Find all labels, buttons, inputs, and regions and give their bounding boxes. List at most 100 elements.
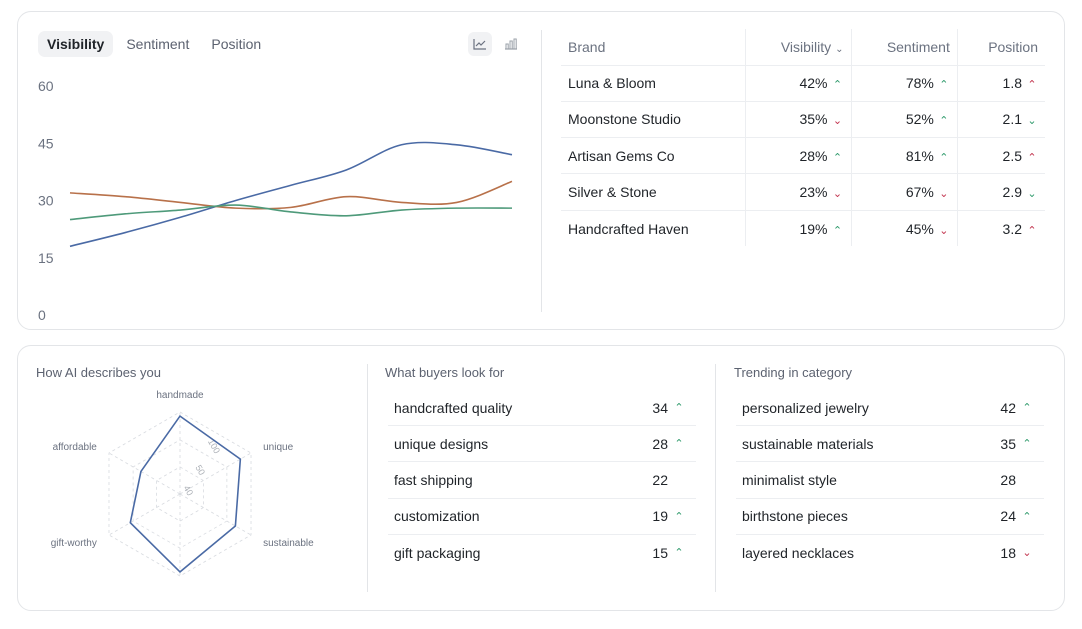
visibility-value: 28% ⌃: [744, 137, 852, 175]
trend-up-icon: ⌃: [1027, 224, 1037, 237]
series-line-2[interactable]: [69, 180, 513, 210]
table-row[interactable]: Handcrafted Haven 19% ⌃ 45% ⌄ 3.2 ⌃: [561, 210, 1045, 247]
table-row[interactable]: Silver & Stone 23% ⌄ 67% ⌄ 2.9 ⌄: [561, 173, 1045, 211]
brand-name: Artisan Gems Co: [561, 137, 746, 175]
sentiment-value-text: 45%: [905, 220, 934, 237]
list-item[interactable]: customization 19 ⌃: [388, 499, 696, 535]
brand-name: Handcrafted Haven: [561, 210, 745, 246]
list-item[interactable]: birthstone pieces 24 ⌃: [736, 499, 1044, 535]
sentiment-value-text: 78%: [905, 75, 934, 92]
line-chart-toggle[interactable]: [468, 32, 492, 56]
position-value: 2.5 ⌃: [956, 137, 1045, 175]
trend-up-icon: ⌃: [939, 151, 949, 164]
keyword-label: unique designs: [394, 435, 489, 452]
tab-visibility[interactable]: Visibility: [38, 31, 114, 57]
list-item[interactable]: layered necklaces 18 ⌄: [736, 535, 1044, 571]
brand-name-text: Artisan Gems Co: [568, 147, 675, 164]
brand-name-text: Luna & Bloom: [568, 75, 656, 92]
visibility-value: 23% ⌄: [744, 173, 852, 211]
y-tick-label: 45: [38, 135, 54, 151]
trend-up-icon: ⌃: [832, 79, 843, 92]
trending-title: Trending in category: [734, 365, 853, 380]
list-item[interactable]: unique designs 28 ⌃: [388, 426, 696, 463]
radar-axis-label: handmade: [156, 390, 204, 401]
radar-scale-label: 50: [193, 463, 207, 477]
line-chart-icon: [473, 39, 486, 50]
list-item[interactable]: gift packaging 15 ⌃: [388, 535, 696, 571]
insights-card: How AI describes you 100 50 40 handmade uniq…: [17, 345, 1065, 611]
brand-name-text: Moonstone Studio: [568, 111, 681, 128]
table-row[interactable]: Moonstone Studio 35% ⌄ 52% ⌃ 2.1 ⌄: [561, 101, 1045, 139]
visibility-value-text: 19%: [799, 220, 828, 237]
keyword-label: minimalist style: [742, 471, 837, 488]
visibility-value: 42% ⌃: [744, 65, 852, 102]
trend-down-icon: ⌄: [1022, 547, 1032, 560]
sentiment-value-text: 52%: [905, 111, 934, 128]
table-row[interactable]: Artisan Gems Co 28% ⌃ 81% ⌃ 2.5 ⌃: [561, 137, 1045, 175]
radar-spoke: [179, 493, 252, 536]
radar-spoke: [108, 452, 181, 495]
trend-up-icon: ⌃: [1027, 79, 1037, 92]
buyers-list: handcrafted quality 34 ⌃ unique designs 28 ⌃ f…: [388, 390, 696, 571]
col-brand[interactable]: Brand: [561, 29, 746, 66]
position-value-text: 2.9: [1002, 184, 1022, 201]
list-item[interactable]: sustainable materials 35 ⌃: [736, 426, 1044, 463]
position-value: 2.1 ⌄: [956, 101, 1045, 139]
tab-sentiment[interactable]: Sentiment: [126, 36, 190, 52]
trend-up-icon: ⌃: [832, 151, 843, 164]
table-row[interactable]: Luna & Bloom 42% ⌃ 78% ⌃ 1.8 ⌃: [561, 65, 1045, 102]
radar-spoke: [179, 452, 252, 495]
keyword-count: 35: [1000, 435, 1016, 452]
brand-name: Silver & Stone: [561, 173, 746, 211]
col-visibility[interactable]: Visibility ⌄: [744, 29, 852, 66]
brand-name: Moonstone Studio: [561, 101, 746, 139]
sentiment-value: 78% ⌃: [850, 65, 958, 102]
position-value-text: 2.5: [1002, 147, 1022, 164]
trend-up-icon: ⌃: [1022, 402, 1032, 415]
visibility-value-text: 28%: [799, 147, 828, 164]
chevron-down-icon: ⌄: [835, 43, 844, 55]
keyword-count: 15: [652, 544, 668, 561]
bar-chart-icon: [505, 38, 517, 50]
y-tick-label: 30: [38, 193, 54, 209]
keyword-label: handcrafted quality: [394, 399, 513, 416]
position-value-text: 2.1: [1002, 111, 1022, 128]
keyword-count: 42: [1000, 399, 1016, 416]
position-value: 1.8 ⌃: [956, 65, 1045, 102]
trend-up-icon: ⌃: [832, 224, 843, 237]
keyword-count: 34: [652, 399, 668, 416]
trend-up-icon: ⌃: [674, 402, 684, 415]
series-line-1[interactable]: [69, 141, 513, 248]
metric-tabs: Visibility Sentiment Position: [38, 31, 270, 57]
radar-axis-label: gift-worthy: [51, 538, 97, 549]
radar-value-shape[interactable]: [129, 414, 242, 573]
tab-position[interactable]: Position: [211, 36, 262, 52]
list-item[interactable]: handcrafted quality 34 ⌃: [388, 390, 696, 427]
brand-name: Luna & Bloom: [561, 65, 746, 102]
trend-down-icon: ⌄: [832, 188, 843, 201]
keyword-count: 22: [652, 471, 668, 488]
series-line-3[interactable]: [69, 204, 513, 221]
trend-up-icon: ⌃: [674, 510, 684, 523]
trend-down-icon: ⌄: [939, 188, 949, 201]
keyword-count: 24: [1000, 508, 1016, 525]
trending-list: personalized jewelry 42 ⌃ sustainable mater…: [736, 390, 1044, 571]
bar-chart-toggle[interactable]: [499, 32, 523, 56]
visibility-value: 19% ⌃: [744, 210, 852, 247]
radar-axis-label: sustainable: [263, 538, 314, 549]
y-tick-label: 0: [38, 307, 46, 323]
keyword-label: birthstone pieces: [742, 508, 848, 525]
col-position[interactable]: Position: [956, 29, 1045, 66]
divider: [715, 364, 716, 592]
list-item[interactable]: personalized jewelry 42 ⌃: [736, 390, 1044, 427]
radar-scale-label: 40: [182, 484, 196, 498]
list-item[interactable]: minimalist style 28: [736, 462, 1044, 499]
col-sentiment[interactable]: Sentiment: [850, 29, 958, 66]
list-item[interactable]: fast shipping 22: [388, 462, 696, 499]
sentiment-value: 81% ⌃: [850, 137, 958, 175]
description-radar-chart: 1005040handmadeuniquesustainablequalityg…: [51, 390, 314, 577]
trend-down-icon: ⌄: [1027, 188, 1037, 201]
table-header-row: Brand Visibility ⌄ Sentiment Position: [561, 29, 1045, 66]
visibility-value-text: 35%: [799, 111, 828, 128]
position-value: 2.9 ⌄: [956, 173, 1045, 211]
